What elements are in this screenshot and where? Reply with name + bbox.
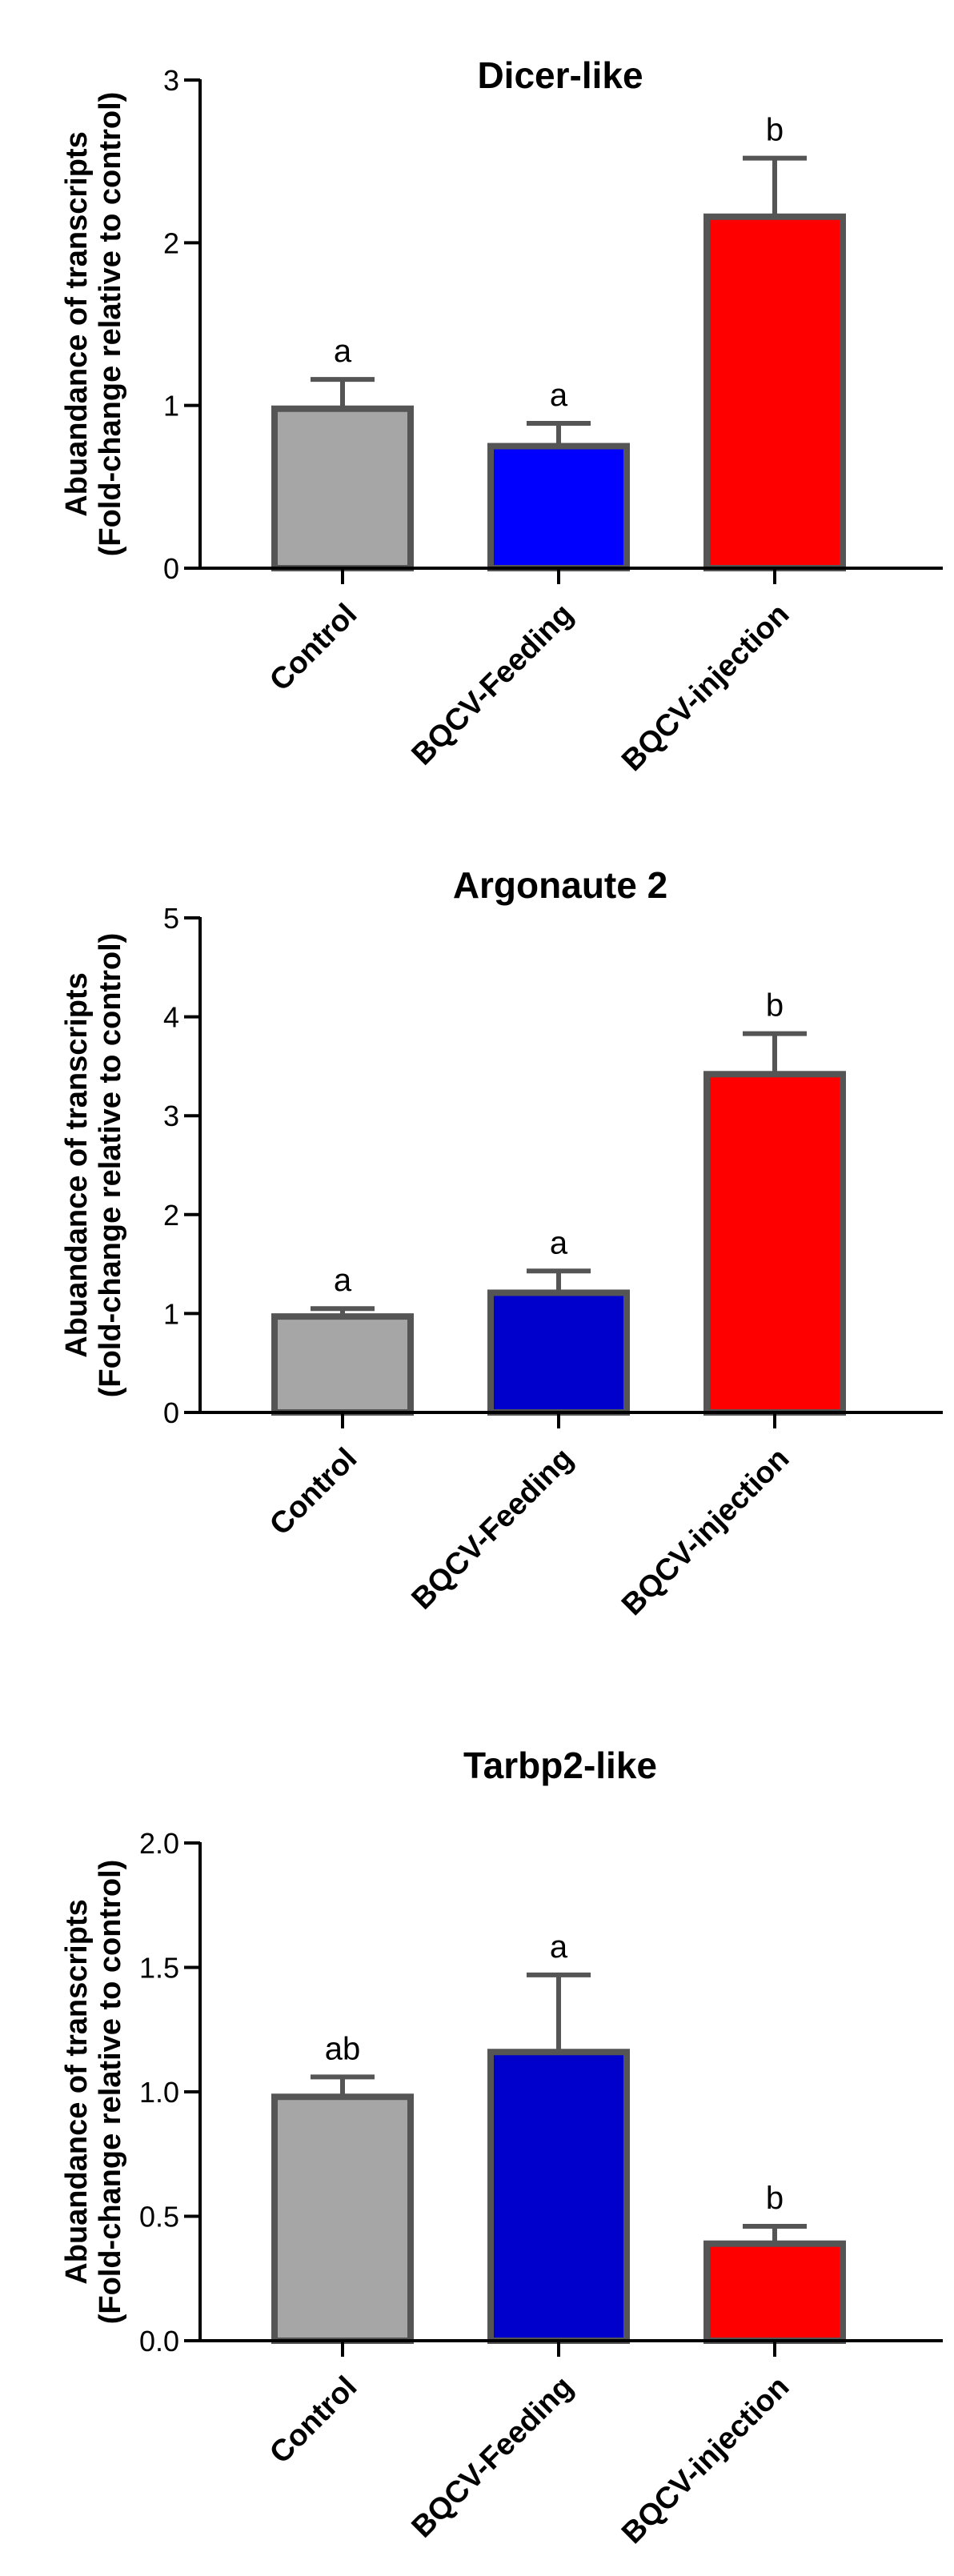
significance-label-bqcv-feeding: a xyxy=(550,1929,568,1965)
y-tick-label: 0.0 xyxy=(139,2325,179,2358)
x-tick-label-control: Control xyxy=(263,598,363,698)
chart-title: Argonaute 2 xyxy=(453,864,667,906)
bar-bqcv-injection xyxy=(703,213,846,571)
significance-label-control: ab xyxy=(325,2031,361,2066)
y-tick-label: 0 xyxy=(163,552,179,585)
significance-label-bqcv-feeding: a xyxy=(550,378,568,413)
y-axis-label-line1: Abuandance of transcripts xyxy=(60,972,94,1357)
y-axis-label-line2: (Fold-change relative to control) xyxy=(94,1860,127,2325)
significance-label-bqcv-injection: b xyxy=(766,988,784,1024)
bar-control xyxy=(271,405,414,571)
y-axis-label-line2: (Fold-change relative to control) xyxy=(94,933,127,1398)
y-tick-label: 3 xyxy=(163,64,179,97)
y-tick-label: 1.5 xyxy=(139,1952,179,1985)
significance-label-control: a xyxy=(334,1263,352,1298)
x-tick-label-control: Control xyxy=(263,1442,363,1542)
chart-panel-3: Tarbp2-like Abuandance of transcripts (Fol… xyxy=(60,1745,943,2550)
y-tick-label: 2 xyxy=(163,226,179,259)
y-tick-label: 1 xyxy=(163,1297,179,1330)
y-tick-label: 5 xyxy=(163,902,179,935)
x-tick-label-bqcv-injection: BQCV-injection xyxy=(615,598,796,778)
y-tick-label: 0.5 xyxy=(139,2201,179,2233)
bar-control xyxy=(271,2093,414,2344)
significance-label-bqcv-injection: b xyxy=(766,2181,784,2216)
y-axis-label-line1: Abuandance of transcripts xyxy=(60,131,94,516)
chart-panel-1: Dicer-like Abuandance of transcripts (Fold… xyxy=(60,54,943,778)
y-tick-label: 0 xyxy=(163,1396,179,1429)
significance-label-bqcv-feeding: a xyxy=(550,1225,568,1260)
y-tick-label: 4 xyxy=(163,1001,179,1034)
chart-title: Dicer-like xyxy=(477,54,643,96)
bar-bqcv-feeding xyxy=(487,443,630,571)
x-tick-label-bqcv-feeding: BQCV-Feeding xyxy=(406,1442,580,1617)
bar-bqcv-injection xyxy=(703,2240,846,2344)
bar-bqcv-feeding xyxy=(487,2049,630,2344)
y-tick-label: 1 xyxy=(163,390,179,423)
bar-control xyxy=(271,1313,414,1416)
x-tick-label-bqcv-feeding: BQCV-Feeding xyxy=(406,598,580,772)
significance-label-bqcv-injection: b xyxy=(766,113,784,148)
significance-label-control: a xyxy=(334,334,352,369)
y-axis-label-line1: Abuandance of transcripts xyxy=(60,1899,94,2284)
x-tick-label-bqcv-injection: BQCV-injection xyxy=(615,2370,796,2550)
x-tick-label-bqcv-feeding: BQCV-Feeding xyxy=(406,2370,580,2545)
bar-bqcv-injection xyxy=(703,1071,846,1416)
bar-bqcv-feeding xyxy=(487,1289,630,1416)
y-tick-label: 3 xyxy=(163,1100,179,1132)
chart-title: Tarbp2-like xyxy=(463,1745,657,1786)
y-tick-label: 2.0 xyxy=(139,1827,179,1860)
x-tick-label-bqcv-injection: BQCV-injection xyxy=(615,1442,796,1622)
y-tick-label: 1.0 xyxy=(139,2076,179,2109)
x-tick-label-control: Control xyxy=(263,2370,363,2470)
y-tick-label: 2 xyxy=(163,1199,179,1232)
chart-panel-2: Argonaute 2 Abuandance of transcripts (Fol… xyxy=(60,864,943,1622)
y-axis-label-line2: (Fold-change relative to control) xyxy=(94,92,127,557)
